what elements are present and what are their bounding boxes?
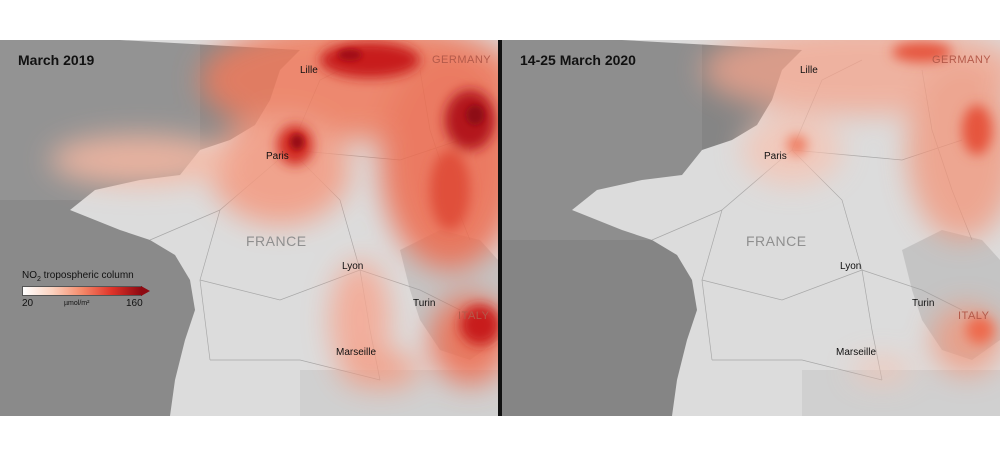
city-label-lyon: Lyon <box>342 261 364 272</box>
city-label-turin: Turin <box>413 298 436 309</box>
panel-divider <box>498 40 502 416</box>
legend-unit: µmol/m² <box>64 300 90 307</box>
panel-title: March 2019 <box>18 52 95 68</box>
city-label-marseille: Marseille <box>836 347 877 358</box>
legend-color-bar <box>22 286 142 296</box>
map-2019 <box>0 40 498 416</box>
land-shape <box>572 40 1000 416</box>
country-label-italy: ITALY <box>958 310 990 322</box>
panel-march-2019: March 2019 Lille Paris Lyon Turin Marsei… <box>0 40 498 416</box>
country-label-france: FRANCE <box>246 233 307 249</box>
city-label-lyon: Lyon <box>840 261 862 272</box>
city-label-lille: Lille <box>300 65 318 76</box>
city-label-paris: Paris <box>764 151 787 162</box>
legend-arrow-icon <box>141 286 150 296</box>
no2-legend: NO2 tropospheric column 20 µmol/m² 160 <box>22 270 172 320</box>
city-label-lille: Lille <box>800 65 818 76</box>
map-2020 <box>502 40 1000 416</box>
legend-title: NO2 tropospheric column <box>22 270 134 283</box>
country-label-france: FRANCE <box>746 233 807 249</box>
country-label-italy: ITALY <box>458 310 490 322</box>
legend-max: 160 <box>126 298 143 309</box>
panel-title: 14-25 March 2020 <box>520 52 636 68</box>
legend-min: 20 <box>22 298 34 309</box>
country-label-germany: GERMANY <box>932 54 992 66</box>
city-label-marseille: Marseille <box>336 347 377 358</box>
comparison-figure: March 2019 Lille Paris Lyon Turin Marsei… <box>0 40 1000 416</box>
city-label-paris: Paris <box>266 151 289 162</box>
panel-march-2020: 14-25 March 2020 Lille Paris Lyon Turin … <box>502 40 1000 416</box>
country-label-germany: GERMANY <box>432 54 492 66</box>
city-label-turin: Turin <box>912 298 935 309</box>
